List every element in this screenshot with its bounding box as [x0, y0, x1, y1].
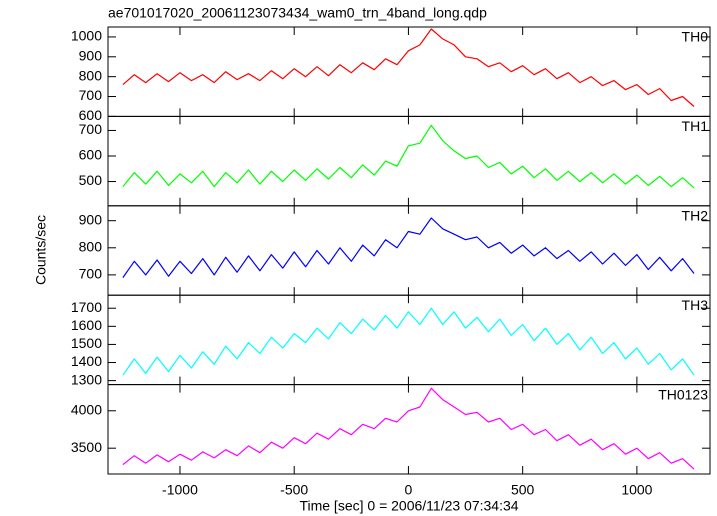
y-tick-label: 1000: [71, 28, 102, 44]
y-tick-label: 700: [79, 266, 103, 282]
chart-title: ae701017020_20061123073434_wam0_trn_4ban…: [108, 5, 487, 21]
y-tick-label: 1700: [71, 299, 102, 315]
y-tick-label: 1600: [71, 317, 102, 333]
panel-frame: [107, 26, 711, 117]
panel-label: TH0123: [658, 386, 708, 402]
panel-label: TH2: [682, 208, 709, 224]
panel-frame: [107, 115, 711, 207]
light-curve: [122, 307, 695, 376]
light-curve: [122, 28, 695, 107]
panel-label: TH3: [682, 297, 709, 313]
x-tick-label: -500: [280, 482, 308, 498]
y-tick-label: 1400: [71, 353, 102, 369]
y-tick-label: 4000: [71, 401, 102, 417]
y-tick-label: 900: [79, 211, 103, 227]
y-tick-label: 900: [79, 48, 103, 64]
x-tick-label: 500: [511, 482, 535, 498]
panel-frame: [107, 205, 711, 296]
panel-frame: [107, 294, 711, 386]
y-tick-label: 700: [79, 121, 103, 137]
y-axis-label: Counts/sec: [33, 215, 49, 285]
light-curve: [122, 124, 695, 189]
x-axis-label: Time [sec] 0 = 2006/11/23 07:34:34: [299, 498, 518, 514]
y-tick-label: 800: [79, 67, 103, 83]
y-tick-label: 800: [79, 238, 103, 254]
x-tick-label: 1000: [621, 482, 652, 498]
y-tick-label: 600: [79, 147, 103, 163]
x-tick-label: 0: [405, 482, 413, 498]
y-tick-label: 1300: [71, 371, 102, 387]
light-curve: [122, 387, 695, 470]
y-tick-label: 500: [79, 172, 103, 188]
y-tick-label: 3500: [71, 439, 102, 455]
y-tick-label: 1500: [71, 335, 102, 351]
panel-label: TH0: [682, 29, 709, 45]
y-tick-label: 600: [79, 107, 103, 123]
light-curve: [122, 217, 695, 278]
y-tick-label: 700: [79, 87, 103, 103]
x-tick-label: -1000: [162, 482, 198, 498]
panel-frame: [107, 384, 711, 475]
panel-label: TH1: [682, 118, 709, 134]
